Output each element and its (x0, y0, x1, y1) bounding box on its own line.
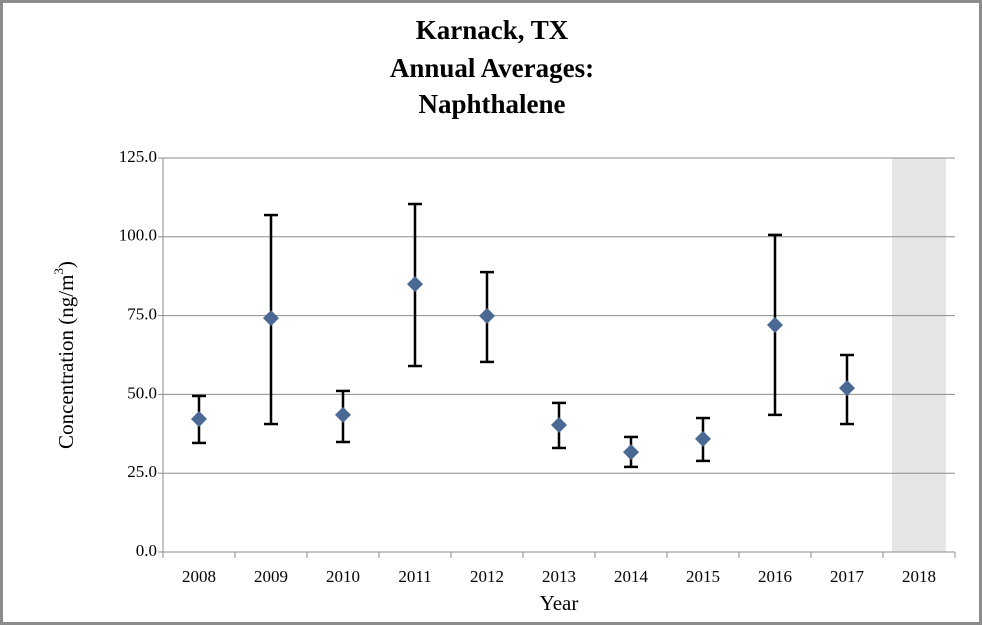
marker (407, 276, 423, 293)
x-tick-label: 2017 (830, 567, 865, 586)
marker (623, 444, 639, 461)
marker (191, 410, 207, 427)
chart-title: Karnack, TX (416, 15, 569, 45)
marker (263, 310, 279, 327)
chart-title: Naphthalene (418, 89, 565, 119)
missing-shade (892, 158, 946, 552)
y-tick-label: 25.0 (127, 462, 157, 481)
y-tick-label: 0.0 (136, 541, 157, 560)
x-axis-label: Year (540, 591, 579, 615)
y-axis-label-sup: 3 (51, 268, 66, 275)
marker (551, 416, 567, 433)
marker (767, 317, 783, 334)
chart-title: Annual Averages: (390, 53, 594, 83)
x-tick-label: 2013 (542, 567, 576, 586)
y-tick-label: 75.0 (127, 305, 157, 324)
y-tick-label: 100.0 (119, 226, 157, 245)
x-tick-label: 2012 (470, 567, 504, 586)
x-tick-label: 2015 (686, 567, 720, 586)
y-axis-label-text: ) (54, 261, 78, 268)
y-tick-label: 125.0 (119, 147, 157, 166)
y-axis-label: Concentration (ng/m3) (51, 261, 78, 449)
marker (335, 406, 351, 423)
x-tick-label: 2010 (326, 567, 360, 586)
y-axis-label-text: Concentration (ng/m (54, 275, 78, 449)
y-tick-label: 50.0 (127, 383, 157, 402)
x-tick-label: 2011 (398, 567, 431, 586)
x-tick-label: 2009 (254, 567, 288, 586)
marker (839, 380, 855, 397)
marker (695, 430, 711, 447)
marker (479, 307, 495, 324)
x-tick-label: 2018 (902, 567, 936, 586)
x-tick-label: 2014 (614, 567, 649, 586)
x-tick-label: 2008 (182, 567, 216, 586)
x-tick-label: 2016 (758, 567, 792, 586)
